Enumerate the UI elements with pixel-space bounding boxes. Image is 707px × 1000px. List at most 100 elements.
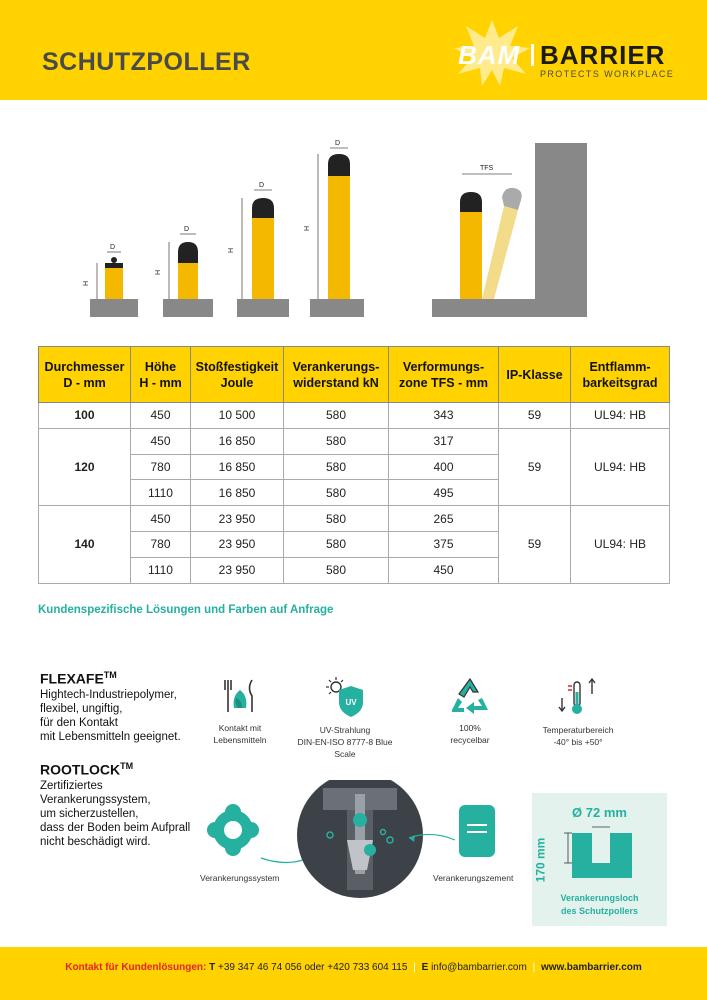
uv-badge-text: UV [345, 698, 357, 707]
col-ip: IP-Klasse [498, 346, 571, 403]
footer-email[interactable]: info@bambarrier.com [431, 962, 527, 973]
cell-tfs: 450 [388, 556, 499, 584]
feature-food-contact: Kontakt mit Lebensmitteln [190, 676, 290, 746]
cell-tfs: 265 [388, 505, 499, 532]
cell-kn: 580 [283, 556, 389, 584]
cell-height: 450 [130, 427, 191, 455]
table-row: 1110 23 950 580 450 [39, 556, 670, 584]
cell-tfs: 400 [388, 453, 499, 481]
cell-diameter: 140 [38, 505, 131, 584]
cell-joule: 23 950 [190, 505, 284, 532]
cell-joule: 10 500 [190, 402, 284, 429]
cell-joule: 16 850 [190, 479, 284, 507]
logo: BAM BARRIER PROTECTS WORKPLACE [454, 18, 678, 88]
cell-kn: 580 [283, 479, 389, 507]
dim-d-4: D [335, 140, 340, 147]
recycle-caption: 100% recycelbar [450, 723, 490, 745]
custom-solutions-note: Kundenspezifische Lösungen und Farben au… [38, 604, 334, 616]
col-height: Höhe H - mm [130, 346, 191, 403]
cell-ip: 59 [498, 427, 571, 507]
anchor-cement-caption: Verankerungszement [433, 873, 514, 883]
cell-diameter: 100 [38, 402, 131, 429]
anchor-system-icon [207, 804, 259, 856]
col-diameter: Durchmesser D - mm [38, 346, 131, 403]
temperature-caption: Temperaturbereich -40° bis +50° [542, 725, 614, 747]
cell-kn: 580 [283, 402, 389, 429]
thermometer-icon [558, 677, 596, 714]
footer-phone-prefix: T [209, 962, 216, 973]
cell-diameter: 120 [38, 427, 131, 507]
cell-height: 450 [130, 505, 191, 532]
bollard-illustration: D H D H D H D H TFS [83, 140, 587, 317]
rootlock-title: ROOTLOCKTM [40, 761, 134, 778]
footer-divider: | [532, 962, 536, 973]
dim-d-3: D [259, 182, 264, 189]
cell-flame: UL94: HB [570, 427, 670, 507]
starburst-icon [454, 20, 530, 86]
dim-h-4: H [304, 226, 311, 231]
anchor-hole-panel: Ø 72 mm 170 mm Verankerungsloch des Schu… [532, 793, 667, 926]
flexafe-description: Hightech-Industriepolymer, flexibel, ung… [40, 689, 181, 743]
food-contact-icon [224, 679, 253, 712]
uv-shield-icon: UV [326, 677, 363, 717]
anchor-hole-diagram [564, 826, 632, 878]
cell-height: 780 [130, 453, 191, 481]
cell-tfs: 317 [388, 427, 499, 455]
cell-kn: 580 [283, 453, 389, 481]
footer-phones[interactable]: +39 347 46 74 056 oder +420 733 604 115 [218, 962, 408, 973]
anchor-cement-icon [459, 805, 495, 857]
cell-joule: 23 950 [190, 530, 284, 558]
footer-bar [0, 947, 707, 1000]
uv-caption: UV-Strahlung DIN-EN-ISO 8777-8 Blue Scal… [297, 725, 393, 759]
anchor-diagram [207, 780, 495, 898]
cell-height: 1110 [130, 479, 191, 507]
dim-d-2: D [184, 226, 189, 233]
cell-tfs: 343 [388, 402, 499, 429]
dim-h-2: H [155, 270, 162, 275]
feature-temperature: Temperaturbereich -40° bis +50° [528, 676, 628, 748]
col-tfs: Verformungs- zone TFS - mm [388, 346, 499, 403]
cell-joule: 16 850 [190, 453, 284, 481]
table-row: 1110 16 850 580 495 [39, 479, 670, 507]
food-contact-caption: Kontakt mit Lebensmitteln [213, 723, 267, 745]
footer-web[interactable]: www.bambarrier.com [540, 962, 642, 973]
hole-caption: Verankerungsloch des Schutzpollers [560, 893, 639, 916]
footer-divider: | [413, 962, 416, 973]
dim-d-1: D [110, 244, 115, 251]
cell-height: 780 [130, 530, 191, 558]
cell-height: 450 [130, 402, 191, 429]
cell-tfs: 375 [388, 530, 499, 558]
dim-tfs: TFS [480, 165, 494, 172]
anchor-system-caption: Verankerungssystem [200, 873, 280, 883]
cell-kn: 580 [283, 427, 389, 455]
col-flame: Entflamm- barkeitsgrad [570, 346, 670, 403]
recycle-icon [452, 677, 488, 714]
flexafe-title: FLEXAFETM [40, 670, 117, 687]
table-row: 140 450 23 950 580 265 59 UL94: HB [38, 505, 670, 584]
footer-label: Kontakt für Kundenlösungen: [65, 962, 207, 973]
cell-joule: 16 850 [190, 427, 284, 455]
footer: Kontakt für Kundenlösungen: T +39 347 46… [0, 962, 707, 973]
table-row: 780 16 850 580 400 [39, 453, 670, 481]
col-impact: Stoßfestigkeit Joule [190, 346, 284, 403]
logo-bam: BAM [458, 40, 521, 70]
hole-diameter: Ø 72 mm [572, 805, 627, 820]
cell-flame: UL94: HB [570, 402, 670, 429]
feature-uv: UV UV-Strahlung DIN-EN-ISO 8777-8 Blue S… [295, 676, 395, 760]
rootlock-description: Zertifiziertes Verankerungssystem, um si… [40, 780, 191, 848]
page-title: SCHUTZPOLLER [42, 48, 251, 76]
cell-kn: 580 [283, 530, 389, 558]
cell-kn: 580 [283, 505, 389, 532]
dim-h-1: H [83, 281, 90, 286]
table-row: 120 450 16 850 580 317 59 UL94: HB [38, 427, 670, 507]
logo-barrier: BARRIER [540, 40, 666, 70]
col-anchor: Verankerungs- widerstand kN [283, 346, 389, 403]
table-row: 100 450 10 500 580 343 59 UL94: HB [38, 402, 670, 429]
cell-flame: UL94: HB [570, 505, 670, 584]
logo-separator [531, 44, 534, 66]
hole-depth: 170 mm [533, 837, 548, 883]
header-bar [0, 0, 707, 100]
cell-ip: 59 [498, 505, 571, 584]
feature-recycle: 100% recycelbar [420, 676, 520, 746]
footer-email-prefix: E [421, 962, 429, 973]
